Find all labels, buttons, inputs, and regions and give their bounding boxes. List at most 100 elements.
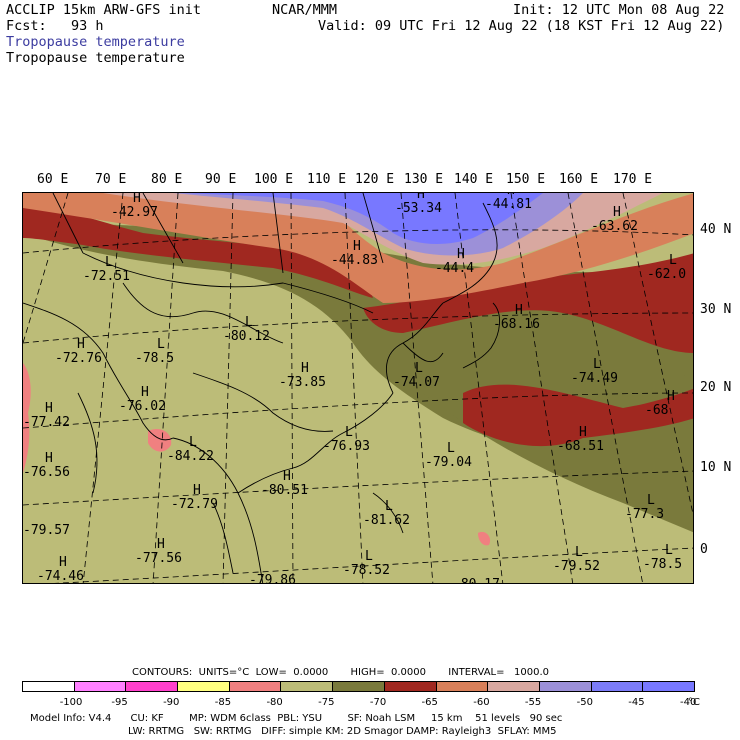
extremum-marker: H	[353, 239, 361, 254]
colorbar-swatch	[435, 681, 489, 692]
longitude-label: 120 E	[355, 172, 395, 187]
extremum-marker: L	[647, 493, 655, 508]
extremum-marker: H	[667, 389, 675, 404]
colorbar-swatch	[332, 681, 385, 692]
extremum-marker: H	[59, 555, 67, 570]
extremum-value: -68.51	[557, 439, 604, 454]
map-svg	[23, 193, 693, 583]
colorbar-tick: -95	[111, 697, 128, 708]
extremum-marker: L	[385, 499, 393, 514]
longitude-label: 90 E	[205, 172, 237, 187]
extremum-value: -73.85	[279, 375, 326, 390]
colorbar-swatch	[125, 681, 179, 692]
extremum-value: -79.57	[23, 523, 70, 538]
extremum-marker: L	[447, 441, 455, 456]
organization-label: NCAR/MMM	[272, 2, 338, 18]
extremum-value: -44.81	[485, 197, 532, 212]
extremum-marker: L	[105, 255, 113, 270]
colorbar-unit: °C	[688, 697, 700, 708]
longitude-label: 100 E	[254, 172, 294, 187]
colorbar-tick: -75	[318, 697, 335, 708]
longitude-label: 140 E	[454, 172, 494, 187]
extremum-marker: L	[593, 357, 601, 372]
map-panel: H-42.97H-53.34H-44.81H-63.62H-44.83H-44.…	[22, 192, 694, 584]
extremum-marker: H	[45, 451, 53, 466]
extremum-value: -72.79	[171, 497, 218, 512]
colorbar-tick: -60	[473, 697, 490, 708]
extremum-marker: H	[141, 385, 149, 400]
extremum-value: -79.86	[249, 573, 296, 584]
red-band-west	[23, 203, 373, 298]
colorbar-tick: -70	[369, 697, 387, 708]
longitude-label: 80 E	[151, 172, 183, 187]
colorbar-tick: -100	[59, 697, 83, 708]
colorbar-tick: -50	[576, 697, 593, 708]
orange-band	[23, 193, 693, 303]
model-title: ACCLIP 15km ARW-GFS init	[6, 2, 202, 18]
latitude-label: 30 N	[700, 302, 732, 317]
longitude-label: 60 E	[37, 172, 69, 187]
valid-time: Valid: 09 UTC Fri 12 Aug 22 (18 KST Fri …	[318, 18, 725, 34]
field-title-shaded: Tropopause temperature	[6, 34, 185, 50]
extremum-marker: L	[575, 545, 583, 560]
extremum-marker: L	[345, 425, 353, 440]
extremum-value: -74.49	[571, 371, 618, 386]
extremum-marker: H	[45, 401, 53, 416]
extremum-value: -74.07	[393, 375, 440, 390]
extremum-marker: L	[365, 549, 373, 564]
extremum-value: -44.4	[435, 261, 475, 276]
extremum-value: -79.52	[553, 559, 600, 574]
latitude-label: 10 N	[700, 460, 732, 475]
extremum-value: -80.51	[261, 483, 308, 498]
extremum-value: -81.62	[363, 513, 410, 528]
blue-core	[183, 193, 543, 245]
field-title-contour: Tropopause temperature	[6, 50, 185, 66]
extremum-marker: H	[193, 483, 201, 498]
latitude-label: 0	[700, 542, 708, 557]
longitude-label: 150 E	[506, 172, 546, 187]
extremum-marker: L	[189, 435, 197, 450]
longitude-label: 110 E	[307, 172, 347, 187]
extremum-value: -72.51	[83, 269, 130, 284]
colorbar-tick: -40	[680, 697, 697, 708]
coastlines	[23, 193, 500, 583]
extremum-marker: H	[133, 192, 141, 206]
longitude-label: 130 E	[404, 172, 444, 187]
extremum-marker: H	[283, 469, 291, 484]
contours-info: CONTOURS: UNITS=°C LOW= 0.0000 HIGH= 0.0…	[132, 667, 550, 678]
colorbar-swatch	[228, 681, 282, 692]
extremum-value: -77.56	[135, 551, 182, 566]
model-info-line1: Model Info: V4.4 CU: KF MP: WDM 6class P…	[30, 713, 563, 724]
extremum-marker: H	[157, 537, 165, 552]
colorbar-swatch	[383, 681, 437, 692]
salmon-patch-3	[478, 531, 491, 546]
colorbar-tick: -65	[421, 697, 438, 708]
extremum-value: -79.04	[425, 455, 472, 470]
forecast-hour: Fcst: 93 h	[6, 18, 104, 34]
red-patch-ocean	[463, 384, 693, 447]
extremum-value: -80.12	[223, 329, 270, 344]
extremum-marker: H	[77, 337, 85, 352]
latitude-label: 20 N	[700, 380, 732, 395]
red-band-east	[363, 253, 693, 353]
longitude-label: 170 E	[613, 172, 653, 187]
extremum-value: -84.22	[167, 449, 214, 464]
extremum-value: -72.76	[55, 351, 102, 366]
extremum-marker: L	[665, 543, 673, 558]
colorbar-swatch	[538, 681, 592, 692]
salmon-patch-2	[148, 428, 172, 452]
extremum-value: -78.52	[343, 563, 390, 578]
extremum-value: -76.93	[323, 439, 370, 454]
extremum-marker: H	[515, 303, 523, 318]
extremum-marker: H	[579, 425, 587, 440]
extremum-value: -77.3	[625, 507, 665, 522]
extremum-marker: L	[669, 253, 677, 268]
longitude-label: 160 E	[559, 172, 599, 187]
colorbar-swatch	[177, 681, 230, 692]
colorbar-tick: -45	[628, 697, 645, 708]
extremum-value: -78.5	[135, 351, 175, 366]
extremum-value: -62.0	[647, 267, 687, 282]
extremum-value: -44.83	[331, 253, 378, 268]
extremum-marker: H	[507, 193, 515, 198]
graticule	[23, 193, 693, 583]
